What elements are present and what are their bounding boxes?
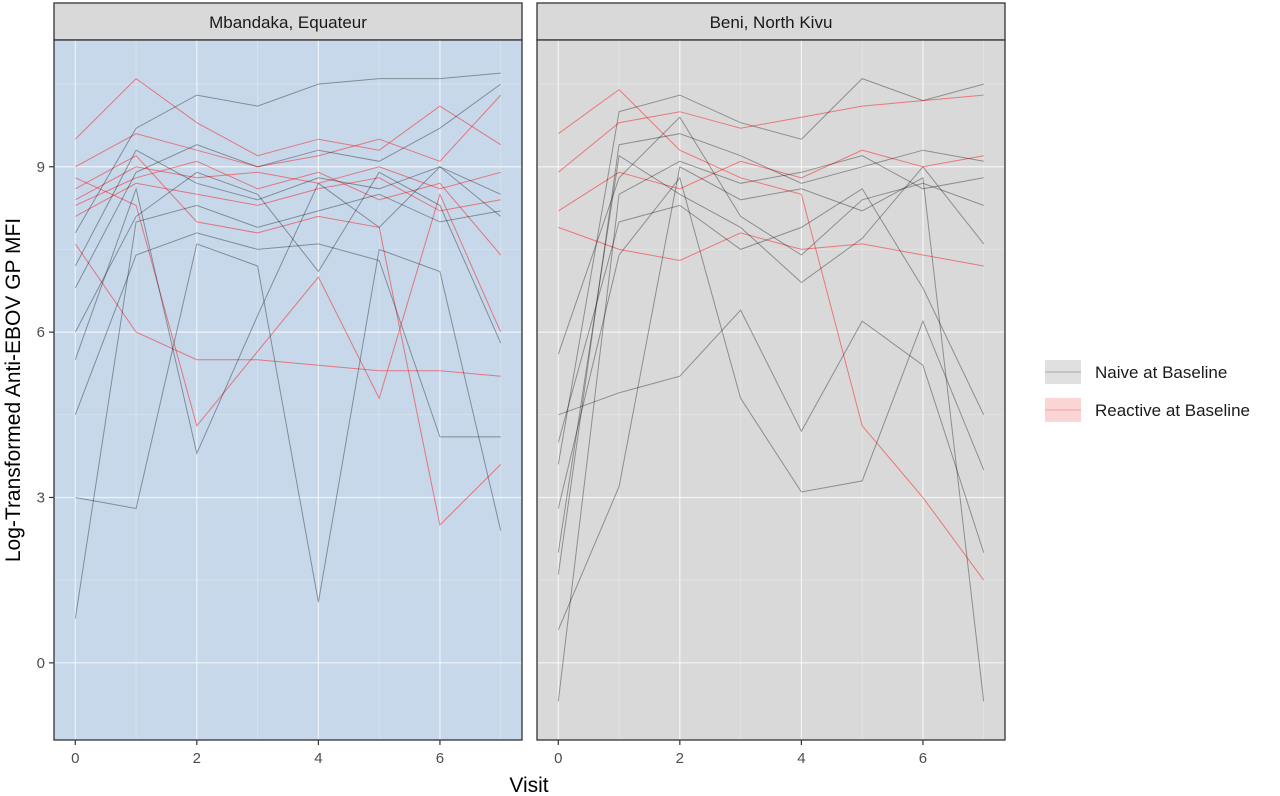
plot-background — [54, 40, 522, 740]
x-tick-label: 0 — [554, 750, 562, 767]
series-line-reactive — [558, 88, 985, 581]
series-line-reactive — [75, 160, 502, 256]
x-axis-ticks: 0 2 4 6 — [71, 740, 444, 767]
legend-label-reactive: Reactive at Baseline — [1095, 401, 1250, 420]
y-axis-ticks: 0 3 6 9 — [37, 159, 54, 672]
y-tick-label: 6 — [37, 324, 45, 341]
panel-mbandaka: Mbandaka, Equateur 0 2 4 6 — [53, 2, 523, 767]
series-line-reactive — [75, 155, 502, 527]
series-line-naive — [74, 72, 501, 234]
legend-label-naive: Naive at Baseline — [1095, 363, 1227, 382]
series-line-naive — [74, 232, 501, 438]
x-tick-label: 2 — [193, 750, 201, 767]
gridlines — [537, 40, 1005, 746]
x-tick-label: 6 — [919, 750, 927, 767]
x-axis-title: Visit — [509, 774, 548, 796]
plot-background — [537, 40, 1005, 740]
series-line-naive — [74, 149, 502, 267]
series-line-reactive — [74, 243, 501, 377]
series-line-naive — [557, 154, 985, 553]
legend-key-reactive — [1045, 398, 1081, 422]
strip-label: Beni, North Kivu — [710, 13, 833, 32]
series-line-naive — [557, 78, 984, 465]
series-line-naive — [74, 171, 502, 344]
series-line-reactive — [75, 177, 502, 427]
y-tick-label: 9 — [37, 159, 45, 176]
x-tick-label: 0 — [71, 750, 79, 767]
series-line-naive — [557, 188, 985, 443]
series-line-reactive — [557, 94, 984, 173]
series-line-reactive — [75, 94, 502, 168]
series-line-reactive — [558, 149, 984, 212]
series-line-reactive — [75, 177, 501, 217]
strip-label: Mbandaka, Equateur — [209, 13, 367, 32]
series-line-naive — [74, 193, 501, 619]
strip-background — [53, 2, 523, 41]
trajectory-lines — [557, 78, 985, 702]
series-line-naive — [557, 176, 985, 509]
y-axis-title: Log-Transformed Anti-EBOV GP MFI — [2, 218, 25, 562]
x-tick-label: 4 — [314, 750, 322, 767]
plot-border — [536, 39, 1006, 741]
series-line-naive — [74, 166, 501, 455]
series-line-naive — [557, 133, 984, 575]
series-line-naive — [557, 155, 984, 702]
x-tick-label: 6 — [436, 750, 444, 767]
series-line-naive — [557, 116, 984, 355]
series-line-reactive — [558, 226, 984, 267]
x-axis-ticks: 0 2 4 6 — [554, 740, 927, 767]
series-line-naive — [74, 83, 501, 289]
series-line-naive — [557, 166, 985, 702]
series-line-naive — [75, 243, 502, 603]
series-line-reactive — [74, 77, 501, 157]
series-line-naive — [558, 309, 985, 553]
x-tick-label: 4 — [797, 750, 805, 767]
x-tick-label: 2 — [676, 750, 684, 767]
gridlines — [54, 40, 522, 746]
legend-key-naive — [1045, 360, 1081, 384]
trajectory-lines — [74, 72, 502, 619]
y-tick-label: 0 — [37, 655, 45, 672]
series-line-reactive — [75, 166, 501, 201]
legend: Naive at Baseline Reactive at Baseline — [1045, 360, 1250, 422]
y-tick-label: 3 — [37, 489, 45, 506]
panel-beni: Beni, North Kivu 0 2 4 6 — [536, 2, 1006, 767]
plot-border — [53, 39, 523, 741]
